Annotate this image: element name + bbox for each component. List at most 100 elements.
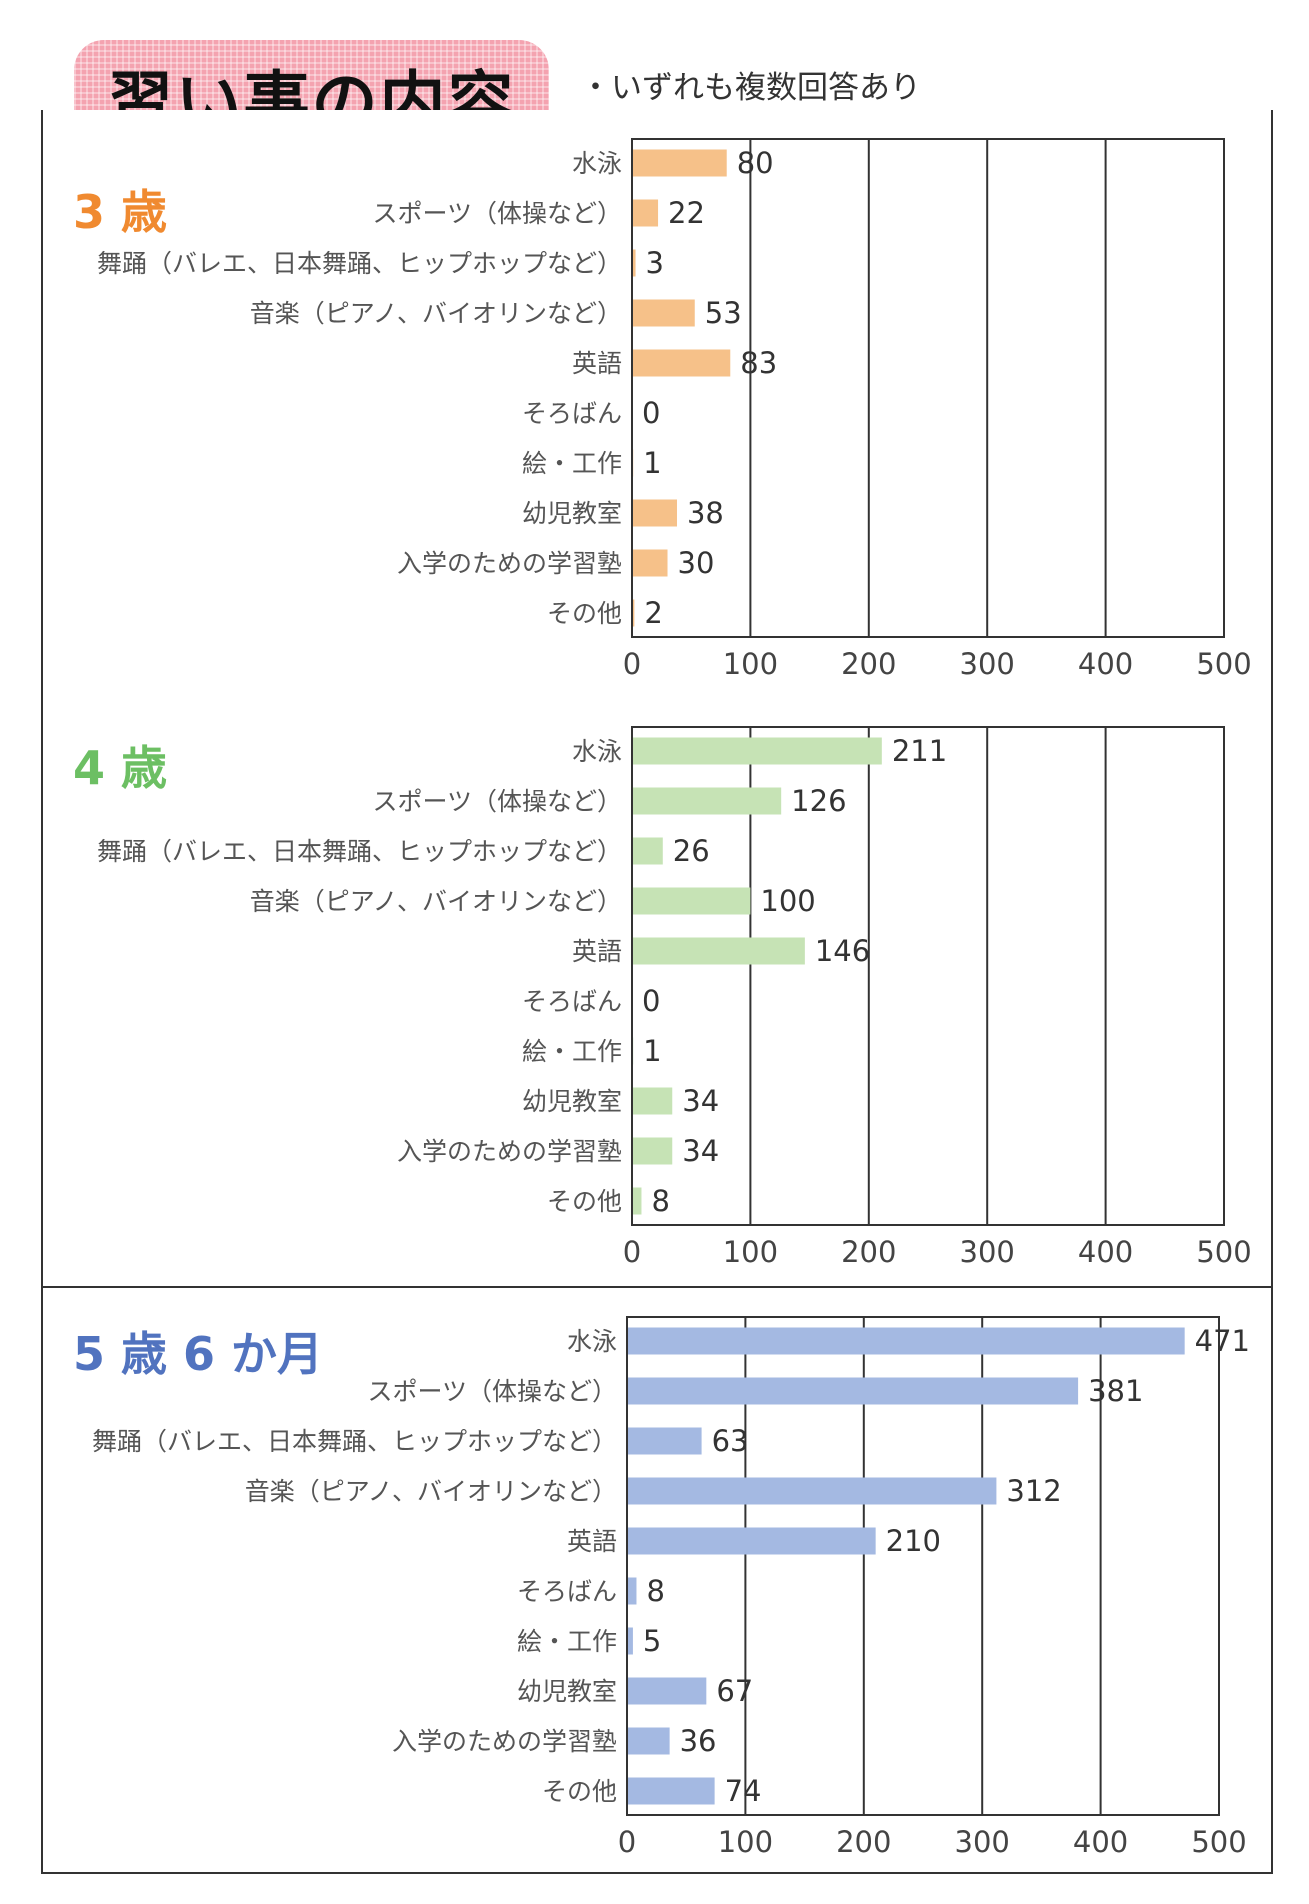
x-tick-label: 300 [955, 1825, 1010, 1859]
bar [627, 1427, 702, 1455]
chart-title-age-4: 4 歳 [73, 741, 168, 795]
category-label: 入学のための学習塾 [397, 549, 622, 578]
category-label: 英語 [567, 1527, 617, 1556]
x-tick-label: 200 [836, 1825, 891, 1859]
chart-age-5-6m: 0 100 200 300 400 500 水泳 471 スポーツ（体操など） 381 舞踊（バレエ… [92, 1316, 1250, 1859]
data-label: 34 [682, 1134, 719, 1168]
data-label: 312 [1006, 1474, 1061, 1508]
category-label: そろばん [517, 1577, 617, 1606]
x-tick-label: 0 [623, 1235, 641, 1269]
multiple-answers-note: ・いずれも複数回答あり [580, 70, 921, 106]
data-label: 3 [646, 246, 664, 280]
category-label: 英語 [572, 937, 622, 966]
category-label: 英語 [572, 349, 622, 378]
category-label: 絵・工作 [522, 449, 622, 478]
category-label: スポーツ（体操など） [372, 787, 622, 816]
bar [632, 499, 677, 527]
bar [627, 1627, 633, 1655]
data-label: 2 [644, 596, 662, 630]
chart-panel-age-5-6m: 0 100 200 300 400 500 水泳 471 スポーツ（体操など） 381 舞踊（バレエ… [41, 1286, 1273, 1874]
category-label: その他 [547, 599, 622, 628]
bar [632, 199, 659, 227]
category-label: 入学のための学習塾 [392, 1727, 617, 1756]
data-label: 22 [668, 196, 705, 230]
bar [632, 1187, 642, 1215]
chart-title-age-5-6m: 5 歳 6 か月 [73, 1327, 324, 1381]
bar [632, 299, 695, 327]
category-label: 音楽（ピアノ、バイオリンなど） [250, 887, 622, 916]
category-label: 幼児教室 [522, 1087, 622, 1116]
category-label: スポーツ（体操など） [372, 199, 622, 228]
category-label: 絵・工作 [522, 1037, 622, 1066]
x-tick-label: 0 [618, 1825, 636, 1859]
x-tick-label: 500 [1191, 1825, 1246, 1859]
bar [632, 787, 782, 815]
bar [632, 837, 663, 865]
category-label: 舞踊（バレエ、日本舞踊、ヒップホップなど） [97, 837, 622, 866]
data-label: 74 [725, 1774, 762, 1808]
x-tick-label: 400 [1073, 1825, 1128, 1859]
data-label: 8 [646, 1574, 664, 1608]
data-label: 1 [643, 1034, 661, 1068]
plot-frame [631, 138, 1225, 638]
bar [627, 1727, 670, 1755]
data-label: 381 [1088, 1374, 1143, 1408]
bar [627, 1677, 707, 1705]
category-label: そろばん [522, 987, 622, 1016]
data-label: 83 [740, 346, 777, 380]
data-label: 80 [737, 146, 774, 180]
data-label: 34 [682, 1084, 719, 1118]
category-label: 幼児教室 [517, 1677, 617, 1706]
category-label: 水泳 [567, 1327, 617, 1356]
data-label: 1 [643, 446, 661, 480]
bar [627, 1477, 997, 1505]
category-label: 音楽（ピアノ、バイオリンなど） [250, 299, 622, 328]
title-banner: 習い事の内容 [74, 40, 549, 154]
bar [632, 1087, 673, 1115]
data-label: 36 [680, 1724, 717, 1758]
bar [632, 549, 668, 577]
bar [632, 887, 751, 915]
x-tick-label: 400 [1078, 647, 1133, 681]
data-label: 26 [673, 834, 710, 868]
chart-title-age-3: 3 歳 [73, 185, 168, 239]
category-label: その他 [547, 1187, 622, 1216]
x-tick-label: 100 [723, 1235, 778, 1269]
x-tick-label: 400 [1078, 1235, 1133, 1269]
data-label: 63 [712, 1424, 749, 1458]
category-label: 音楽（ピアノ、バイオリンなど） [245, 1477, 617, 1506]
data-label: 38 [687, 496, 724, 530]
data-label: 100 [760, 884, 815, 918]
bar [632, 149, 727, 177]
x-tick-label: 500 [1196, 1235, 1251, 1269]
category-label: 舞踊（バレエ、日本舞踊、ヒップホップなど） [92, 1427, 617, 1456]
data-label: 211 [892, 734, 947, 768]
bar [632, 1137, 673, 1165]
x-tick-label: 100 [718, 1825, 773, 1859]
data-label: 210 [886, 1524, 941, 1558]
data-label: 0 [642, 984, 660, 1018]
bar [632, 737, 882, 765]
bar [632, 249, 636, 277]
category-label: その他 [542, 1777, 617, 1806]
category-label: 幼児教室 [522, 499, 622, 528]
data-label: 5 [643, 1624, 661, 1658]
bar [627, 1777, 715, 1805]
bar [627, 1327, 1185, 1355]
category-label: スポーツ（体操など） [367, 1377, 617, 1406]
x-tick-label: 200 [841, 647, 896, 681]
category-label: 舞踊（バレエ、日本舞踊、ヒップホップなど） [97, 249, 622, 278]
x-tick-label: 0 [623, 647, 641, 681]
bar [632, 599, 635, 627]
category-label: そろばん [522, 399, 622, 428]
data-label: 67 [716, 1674, 753, 1708]
data-label: 0 [642, 396, 660, 430]
bar [627, 1527, 876, 1555]
data-label: 53 [705, 296, 742, 330]
data-label: 126 [791, 784, 846, 818]
category-label: 絵・工作 [517, 1627, 617, 1656]
bar [632, 349, 731, 377]
data-label: 471 [1195, 1324, 1250, 1358]
